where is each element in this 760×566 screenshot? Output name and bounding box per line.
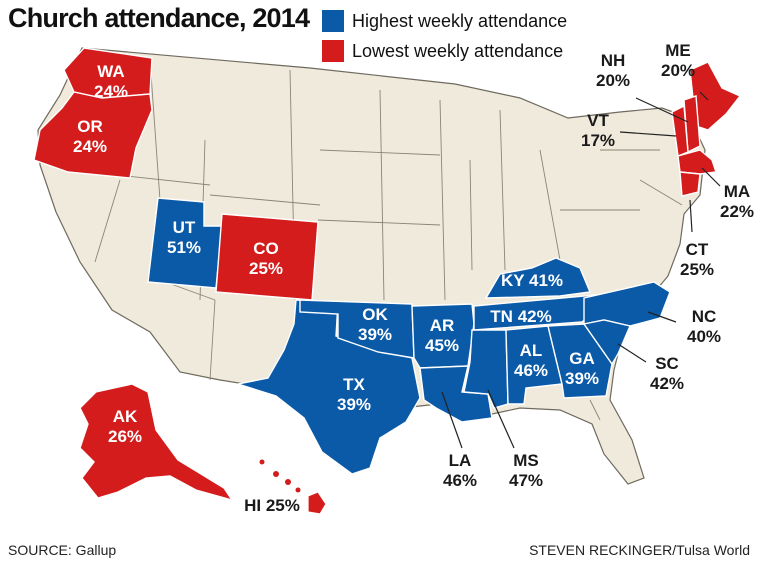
state-label-MS: MS 47% [509,451,543,491]
state-abbr-AK: AK [112,407,138,426]
state-value-LA: 46% [442,471,478,490]
state-abbr-CO: CO [253,239,279,258]
state-value-VT: 17% [580,131,616,150]
state-abbr-SC: SC [655,354,679,373]
state-value-GA: 39% [564,369,600,388]
state-value-NH: 20% [595,71,631,90]
source-note: SOURCE: Gallup [8,542,117,558]
legend-highest: Highest weekly attendance [322,6,567,36]
state-value-CT: 25% [679,260,715,279]
state-label-NC: NC 40% [687,307,721,347]
state-value-SC: 42% [649,374,685,393]
state-label-WA: WA 24% [94,62,128,102]
state-value-WA: 24% [93,82,129,101]
state-label-CT: CT 25% [680,240,714,280]
state-abbr-VT: VT [587,111,609,130]
state-value-MA: 22% [719,202,755,221]
state-value-NC: 40% [686,327,722,346]
legend-lowest: Lowest weekly attendance [322,36,567,66]
state-shape-VT [671,104,689,157]
state-abbr-ME: ME [665,41,691,60]
state-abbr-AL: AL [519,341,543,360]
state-value-AL: 46% [513,361,549,380]
leader-lines [441,91,721,449]
state-label-VT: VT 17% [581,111,615,151]
legend-lowest-swatch [322,40,344,62]
state-label-ME: ME 20% [661,41,695,81]
state-shape-OR [33,91,153,179]
state-value-ME: 20% [660,61,696,80]
state-abbr-UT: UT [172,218,196,237]
state-value-UT: 51% [166,238,202,257]
state-label-SC: SC 42% [650,354,684,394]
state-value-AK: 26% [107,427,143,446]
state-label-AK: AK 26% [108,407,142,447]
state-shape-CT [679,171,701,197]
state-label-UT: UT 51% [167,218,201,258]
state-value-OK: 39% [357,325,393,344]
state-label-TN: TN 42% [490,307,551,327]
state-shape-AK [79,383,234,502]
state-abbr-OK: OK [362,305,388,324]
state-value-AR: 45% [424,336,460,355]
state-abbr-LA: LA [448,451,472,470]
state-value-MS: 47% [508,471,544,490]
state-label-AL: AL 46% [514,341,548,381]
page-title: Church attendance, 2014 [8,3,310,33]
state-label-TX: TX 39% [337,375,371,415]
legend-highest-swatch [322,10,344,32]
state-abbr-TN: TN [490,307,513,326]
state-abbr-NH: NH [600,51,626,70]
state-label-OK: OK 39% [358,305,392,345]
state-abbr-TX: TX [343,375,365,394]
state-abbr-MA: MA [723,182,751,201]
legend-lowest-label: Lowest weekly attendance [352,40,564,61]
state-abbr-GA: GA [569,349,595,368]
credit-note: STEVEN RECKINGER/Tulsa World [529,542,750,558]
state-value-CO: 25% [248,259,284,278]
state-abbr-OR: OR [77,117,103,136]
hawaii-islands [259,459,301,493]
state-label-LA: LA 46% [443,451,477,491]
state-value-KY: 41% [529,271,564,290]
state-value-OR: 24% [72,137,108,156]
state-value-HI: 25% [265,496,300,515]
state-shape-KY [484,257,591,299]
state-abbr-HI: HI [244,496,262,515]
legend: Highest weekly attendance Lowest weekly … [322,6,567,66]
state-label-MA: MA 22% [720,182,754,222]
state-abbr-CT: CT [685,240,709,259]
state-value-TX: 39% [336,395,372,414]
state-label-KY: KY 41% [501,271,563,291]
state-shape-LA [419,365,493,423]
legend-highest-label: Highest weekly attendance [352,10,568,31]
state-label-CO: CO 25% [249,239,283,279]
state-shapes [33,47,742,515]
state-value-TN: 42% [517,307,552,326]
state-shape-SC [582,319,631,366]
state-label-OR: OR 24% [73,117,107,157]
state-abbr-KY: KY [500,271,525,290]
state-label-GA: GA 39% [565,349,599,389]
state-abbr-WA: WA [97,62,125,81]
state-label-HI: HI 25% [244,496,300,516]
state-shape-HI [307,491,327,515]
state-abbr-MS: MS [513,451,539,470]
state-abbr-NC: NC [691,307,717,326]
state-label-AR: AR 45% [425,316,459,356]
state-abbr-AR: AR [429,316,455,335]
state-label-NH: NH 20% [596,51,630,91]
